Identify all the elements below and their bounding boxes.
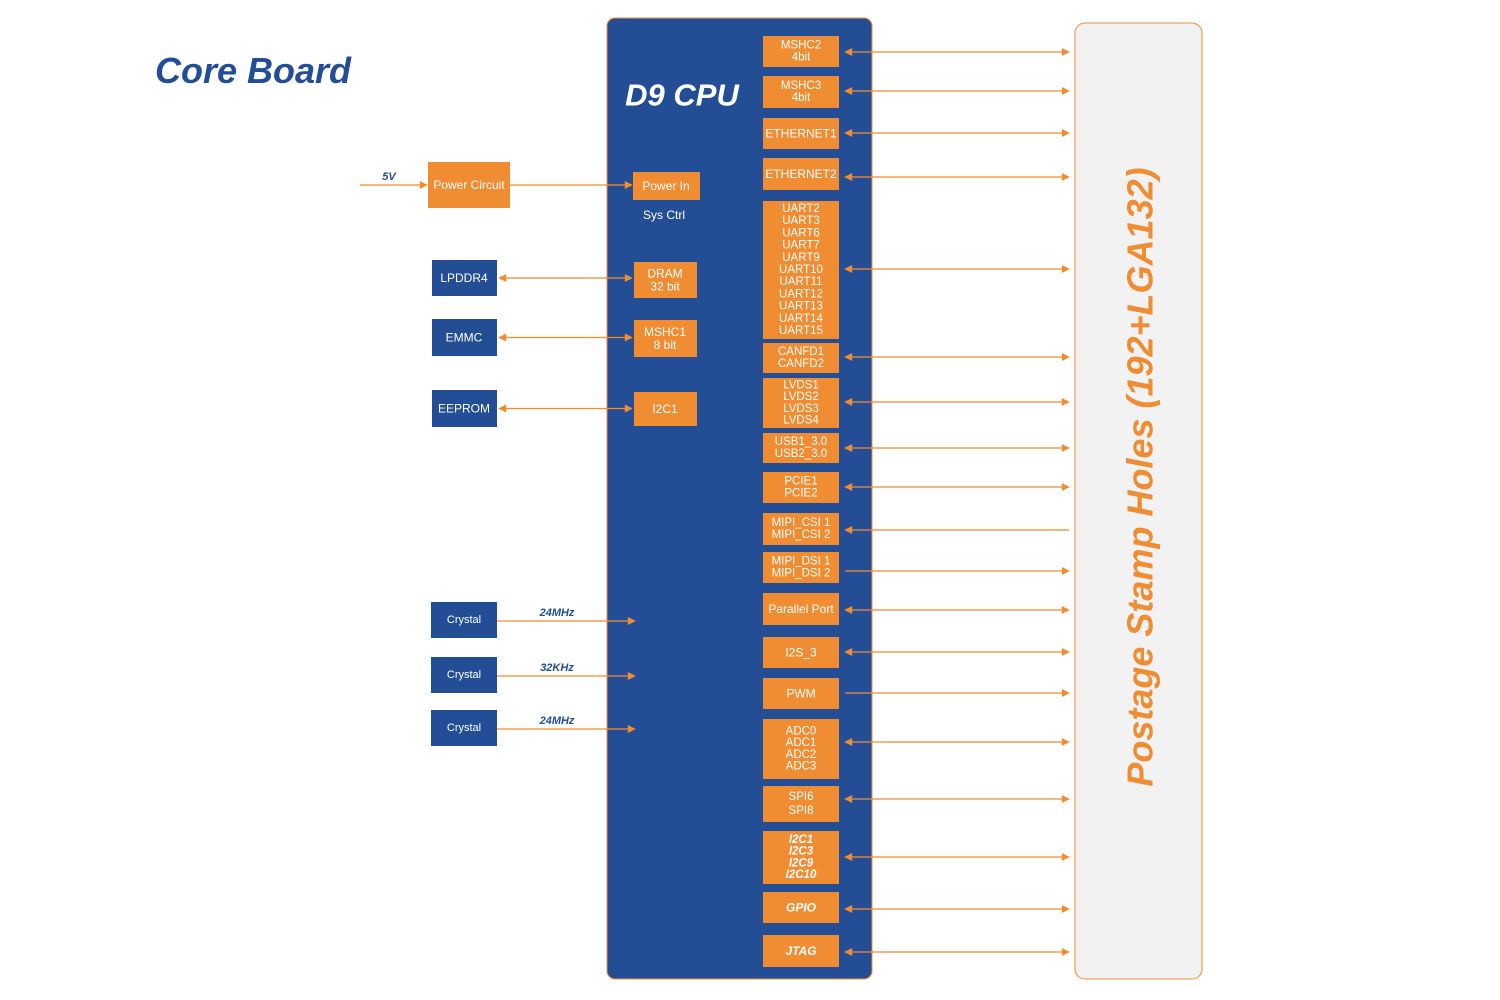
interface-label: UART13 [779,301,823,313]
interface-box [763,513,839,545]
crystal-box [431,657,497,693]
internal-controller-box [634,320,697,357]
crystal-label: Crystal [447,722,481,734]
interface-label: MIPI_DSI 2 [772,568,831,580]
crystal-frequency-label: 24MHz [539,607,575,619]
interface-label: LVDS1 [783,379,819,391]
interface-label: Parallel Port [768,602,834,616]
power-5v-label: 5V [382,171,397,183]
interface-box [763,433,839,463]
interface-box [763,158,839,190]
interface-label: MSHC2 [781,40,821,52]
interface-label: MSHC3 [781,80,821,92]
crystal-box [431,602,497,638]
interface-box [763,552,839,583]
interface-label: SPI6 [789,791,814,803]
internal-controller-box [634,392,697,426]
interface-label: PWM [786,687,815,701]
internal-controller-label: 32 bit [650,280,680,294]
interface-label: ADC3 [786,761,817,773]
interface-label: USB2_3.0 [775,448,827,460]
interface-label: UART12 [779,288,823,300]
external-chip-label: EEPROM [438,402,490,416]
interface-box [763,786,839,822]
interface-label: ADC0 [786,725,817,737]
interface-label: MIPI_CSI 1 [772,517,831,529]
interface-label: UART3 [782,215,820,227]
postage-stamp-panel [1074,22,1203,980]
interface-label: UART7 [782,240,820,252]
interface-label: ADC1 [786,737,817,749]
interface-box [763,719,839,779]
interface-label: LVDS2 [783,391,819,403]
crystal-box [431,710,497,746]
interface-label: USB1_3.0 [775,436,827,448]
interface-label: SPI8 [789,805,814,817]
power-circuit-label: Power Circuit [433,178,505,192]
interface-label: ETHERNET2 [765,167,837,181]
crystal-label: Crystal [447,614,481,626]
page-title: Core Board [155,50,352,91]
interface-box [763,892,839,923]
interface-label: UART6 [782,227,820,239]
external-chip-box [432,319,497,356]
interface-label: 4bit [792,52,811,64]
postage-stamp-label: Postage Stamp Holes (192+LGA132) [1120,167,1161,786]
interface-label: PCIE1 [784,476,817,488]
interface-box [763,343,839,373]
external-chip-label: EMMC [446,331,483,345]
external-chip-box [432,390,497,427]
internal-controller-label: 8 bit [654,338,677,352]
internal-controller-box [634,262,697,298]
crystal-frequency-label: 32KHz [540,662,574,674]
interface-label: ADC2 [786,749,817,761]
power-in-box [633,172,700,200]
interface-box [763,76,839,108]
interface-box [763,118,839,149]
interface-box [763,935,839,967]
interface-label: UART11 [779,276,822,288]
internal-controller-label: MSHC1 [644,325,686,339]
interface-label: UART10 [779,264,823,276]
interface-label: UART9 [782,252,820,264]
interface-box [763,36,839,67]
power-circuit-box [428,162,510,208]
interface-label: JTAG [785,944,816,958]
interface-label: CANFD1 [778,346,824,358]
interface-label: LVDS4 [783,415,819,427]
external-chip-label: LPDDR4 [440,271,488,285]
external-chip-box [432,260,497,296]
crystal-frequency-label: 24MHz [539,715,575,727]
interface-label: MIPI_CSI 2 [772,529,831,541]
interface-box [763,593,839,625]
interface-label: GPIO [786,901,817,915]
power-in-label: Power In [642,179,689,193]
internal-controller-label: DRAM [647,267,682,281]
interface-label: UART2 [782,203,820,215]
cpu-label: D9 CPU [625,78,740,113]
interface-label: 4bit [792,92,811,104]
interface-label: LVDS3 [783,403,819,415]
interface-box [763,378,839,428]
interface-label: I2C1 [789,834,813,846]
internal-controller-label: I2C1 [652,402,678,416]
interface-label: CANFD2 [778,358,824,370]
interface-label: UART14 [779,313,823,325]
interface-label: I2C9 [789,857,814,869]
interface-label: ETHERNET1 [765,127,837,141]
interface-label: MIPI_DSI 1 [772,556,831,568]
interface-box [763,472,839,503]
interface-label: UART15 [779,325,823,337]
crystal-label: Crystal [447,669,481,681]
interface-label: PCIE2 [784,488,817,500]
interface-label: I2C10 [786,869,817,881]
sys-ctrl-label: Sys Ctrl [643,208,685,222]
interface-box [763,637,839,668]
interface-label: I2S_3 [785,646,817,660]
interface-label: I2C3 [789,846,814,858]
interface-box [763,831,839,884]
interface-box [763,678,839,709]
interface-box [763,201,839,339]
